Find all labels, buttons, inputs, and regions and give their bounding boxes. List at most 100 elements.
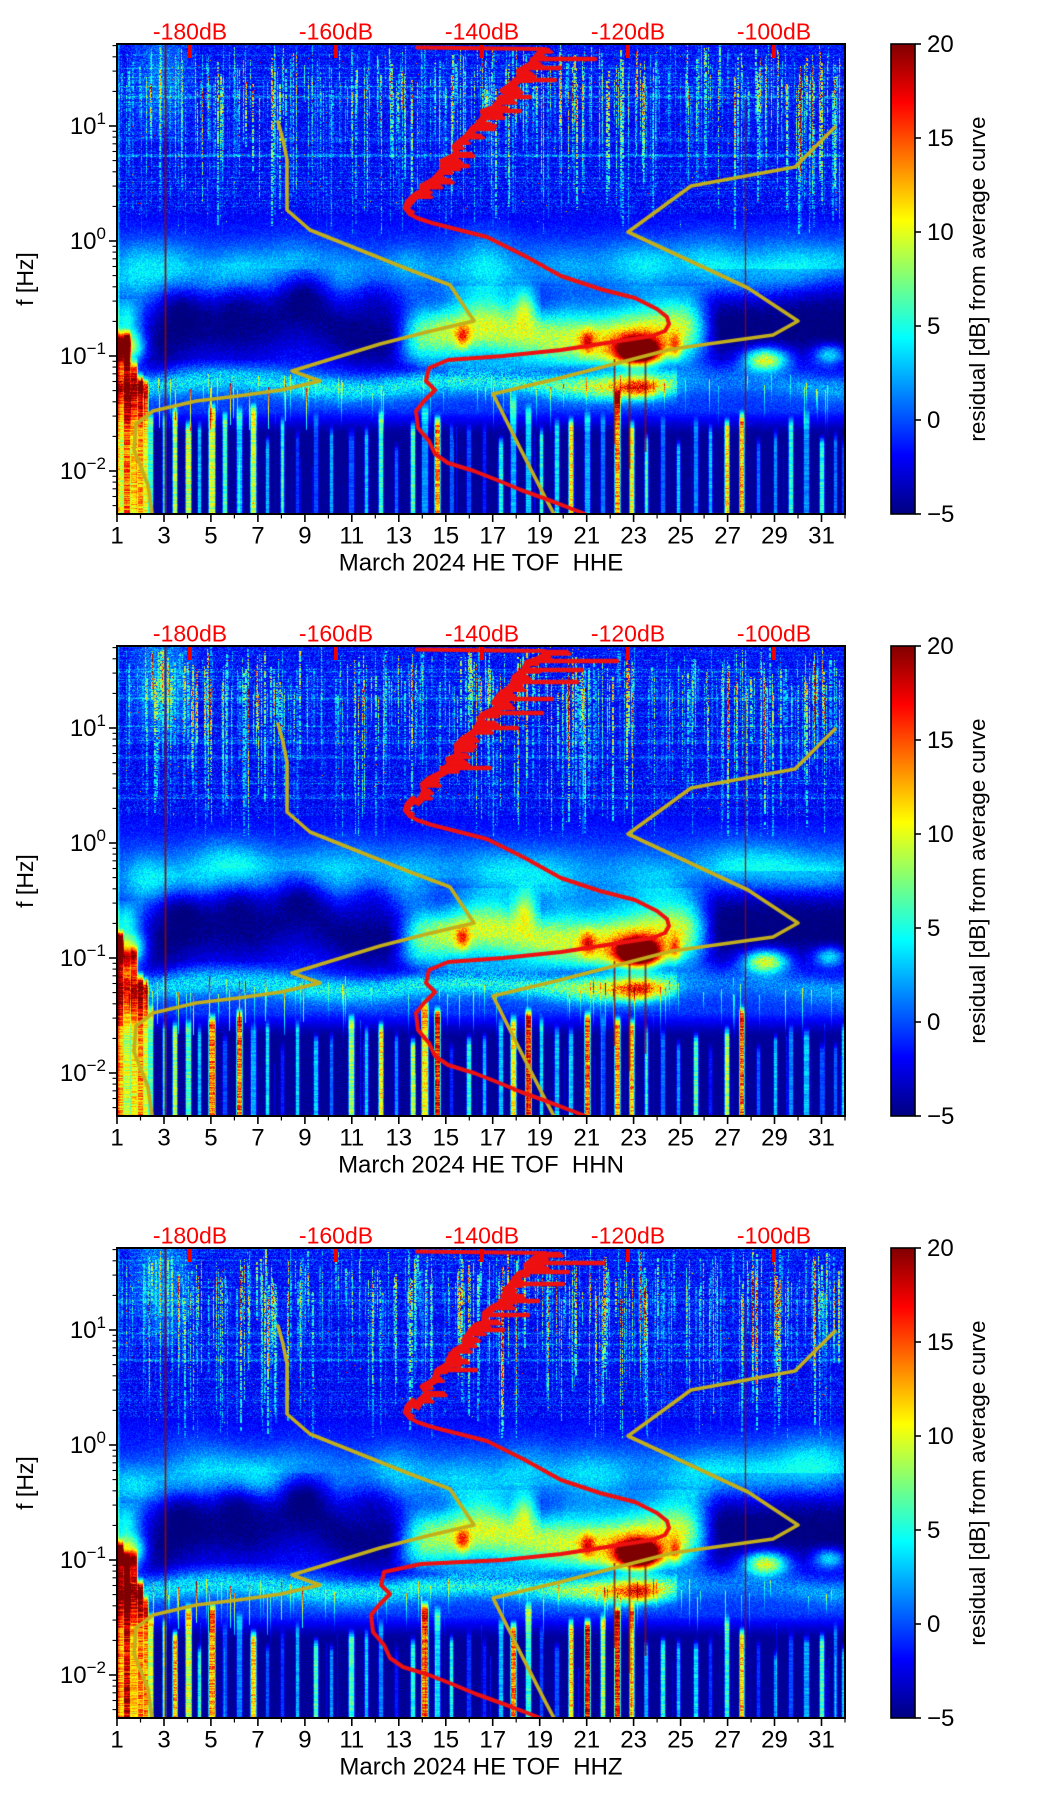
svg-text:3: 3 xyxy=(157,1125,170,1152)
svg-text:-160dB: -160dB xyxy=(299,19,373,45)
svg-text:19: 19 xyxy=(526,523,553,550)
svg-text:10: 10 xyxy=(927,821,954,848)
svg-text:9: 9 xyxy=(298,523,311,550)
svg-text:-140dB: -140dB xyxy=(445,1223,519,1249)
svg-text:5: 5 xyxy=(204,523,217,550)
svg-text:5: 5 xyxy=(927,1517,940,1544)
svg-text:31: 31 xyxy=(808,523,835,550)
svg-text:10−2: 10−2 xyxy=(60,454,106,485)
svg-text:10−1: 10−1 xyxy=(60,1543,106,1574)
svg-text:100: 100 xyxy=(70,224,106,255)
svg-text:9: 9 xyxy=(298,1125,311,1152)
svg-text:23: 23 xyxy=(620,1727,647,1754)
svg-text:29: 29 xyxy=(761,523,788,550)
svg-text:March 2024 HE TOF HHZ: March 2024 HE TOF HHZ xyxy=(339,1754,622,1781)
svg-text:0: 0 xyxy=(927,1611,940,1638)
svg-text:25: 25 xyxy=(667,1125,694,1152)
svg-text:10−2: 10−2 xyxy=(60,1658,106,1689)
svg-text:9: 9 xyxy=(298,1727,311,1754)
svg-text:10: 10 xyxy=(927,219,954,246)
svg-text:15: 15 xyxy=(432,1727,459,1754)
svg-text:3: 3 xyxy=(157,1727,170,1754)
svg-text:3: 3 xyxy=(157,523,170,550)
svg-text:20: 20 xyxy=(927,31,954,58)
svg-text:17: 17 xyxy=(479,523,506,550)
svg-text:-100dB: -100dB xyxy=(737,1223,811,1249)
svg-text:20: 20 xyxy=(927,633,954,660)
svg-text:101: 101 xyxy=(70,711,106,742)
svg-text:15: 15 xyxy=(927,125,954,152)
svg-text:101: 101 xyxy=(70,1313,106,1344)
svg-text:23: 23 xyxy=(620,1125,647,1152)
svg-text:11: 11 xyxy=(339,1727,364,1754)
svg-text:1: 1 xyxy=(110,1727,123,1754)
svg-text:25: 25 xyxy=(667,523,694,550)
svg-text:13: 13 xyxy=(385,1727,412,1754)
svg-text:10−1: 10−1 xyxy=(60,339,106,370)
svg-text:-120dB: -120dB xyxy=(591,1223,665,1249)
svg-text:11: 11 xyxy=(339,1125,364,1152)
svg-text:27: 27 xyxy=(714,1727,741,1754)
svg-text:-180dB: -180dB xyxy=(153,621,227,647)
svg-text:15: 15 xyxy=(927,1329,954,1356)
svg-text:15: 15 xyxy=(432,523,459,550)
svg-text:13: 13 xyxy=(385,1125,412,1152)
svg-text:f [Hz]: f [Hz] xyxy=(12,1456,38,1510)
svg-text:5: 5 xyxy=(927,313,940,340)
svg-text:-180dB: -180dB xyxy=(153,19,227,45)
svg-text:-140dB: -140dB xyxy=(445,621,519,647)
svg-text:-160dB: -160dB xyxy=(299,1223,373,1249)
svg-text:5: 5 xyxy=(204,1125,217,1152)
svg-text:100: 100 xyxy=(70,826,106,857)
svg-text:27: 27 xyxy=(714,523,741,550)
svg-text:10−1: 10−1 xyxy=(60,941,106,972)
svg-text:23: 23 xyxy=(620,523,647,550)
svg-text:f [Hz]: f [Hz] xyxy=(12,252,38,306)
svg-text:March 2024 HE TOF HHE: March 2024 HE TOF HHE xyxy=(339,550,624,577)
svg-text:-120dB: -120dB xyxy=(591,621,665,647)
svg-text:100: 100 xyxy=(70,1428,106,1459)
svg-text:31: 31 xyxy=(808,1727,835,1754)
svg-text:20: 20 xyxy=(927,1235,954,1262)
svg-text:7: 7 xyxy=(251,1125,264,1152)
svg-text:−5: −5 xyxy=(927,1103,954,1130)
svg-text:29: 29 xyxy=(761,1125,788,1152)
svg-text:29: 29 xyxy=(761,1727,788,1754)
svg-text:11: 11 xyxy=(339,523,364,550)
svg-text:19: 19 xyxy=(526,1125,553,1152)
svg-text:−5: −5 xyxy=(927,1705,954,1732)
svg-text:21: 21 xyxy=(573,523,600,550)
svg-text:residual [dB] from average cur: residual [dB] from average curve xyxy=(965,1320,990,1645)
svg-text:March 2024 HE TOF HHN: March 2024 HE TOF HHN xyxy=(338,1152,624,1179)
svg-text:-100dB: -100dB xyxy=(737,621,811,647)
svg-text:21: 21 xyxy=(573,1125,600,1152)
svg-text:101: 101 xyxy=(70,109,106,140)
svg-text:25: 25 xyxy=(667,1727,694,1754)
svg-text:1: 1 xyxy=(110,1125,123,1152)
svg-text:21: 21 xyxy=(573,1727,600,1754)
svg-text:-180dB: -180dB xyxy=(153,1223,227,1249)
svg-text:-120dB: -120dB xyxy=(591,19,665,45)
svg-text:17: 17 xyxy=(479,1125,506,1152)
svg-text:residual [dB] from average cur: residual [dB] from average curve xyxy=(965,116,990,441)
svg-text:17: 17 xyxy=(479,1727,506,1754)
svg-text:5: 5 xyxy=(927,915,940,942)
svg-text:1: 1 xyxy=(110,523,123,550)
svg-text:13: 13 xyxy=(385,523,412,550)
svg-text:31: 31 xyxy=(808,1125,835,1152)
svg-text:7: 7 xyxy=(251,523,264,550)
svg-text:19: 19 xyxy=(526,1727,553,1754)
svg-text:-160dB: -160dB xyxy=(299,621,373,647)
svg-text:residual [dB] from average cur: residual [dB] from average curve xyxy=(965,718,990,1043)
svg-text:0: 0 xyxy=(927,1009,940,1036)
svg-text:10: 10 xyxy=(927,1423,954,1450)
svg-text:−5: −5 xyxy=(927,501,954,528)
svg-text:-140dB: -140dB xyxy=(445,19,519,45)
svg-text:0: 0 xyxy=(927,407,940,434)
svg-text:10−2: 10−2 xyxy=(60,1056,106,1087)
svg-text:7: 7 xyxy=(251,1727,264,1754)
svg-text:27: 27 xyxy=(714,1125,741,1152)
svg-text:-100dB: -100dB xyxy=(737,19,811,45)
svg-text:15: 15 xyxy=(432,1125,459,1152)
svg-text:5: 5 xyxy=(204,1727,217,1754)
